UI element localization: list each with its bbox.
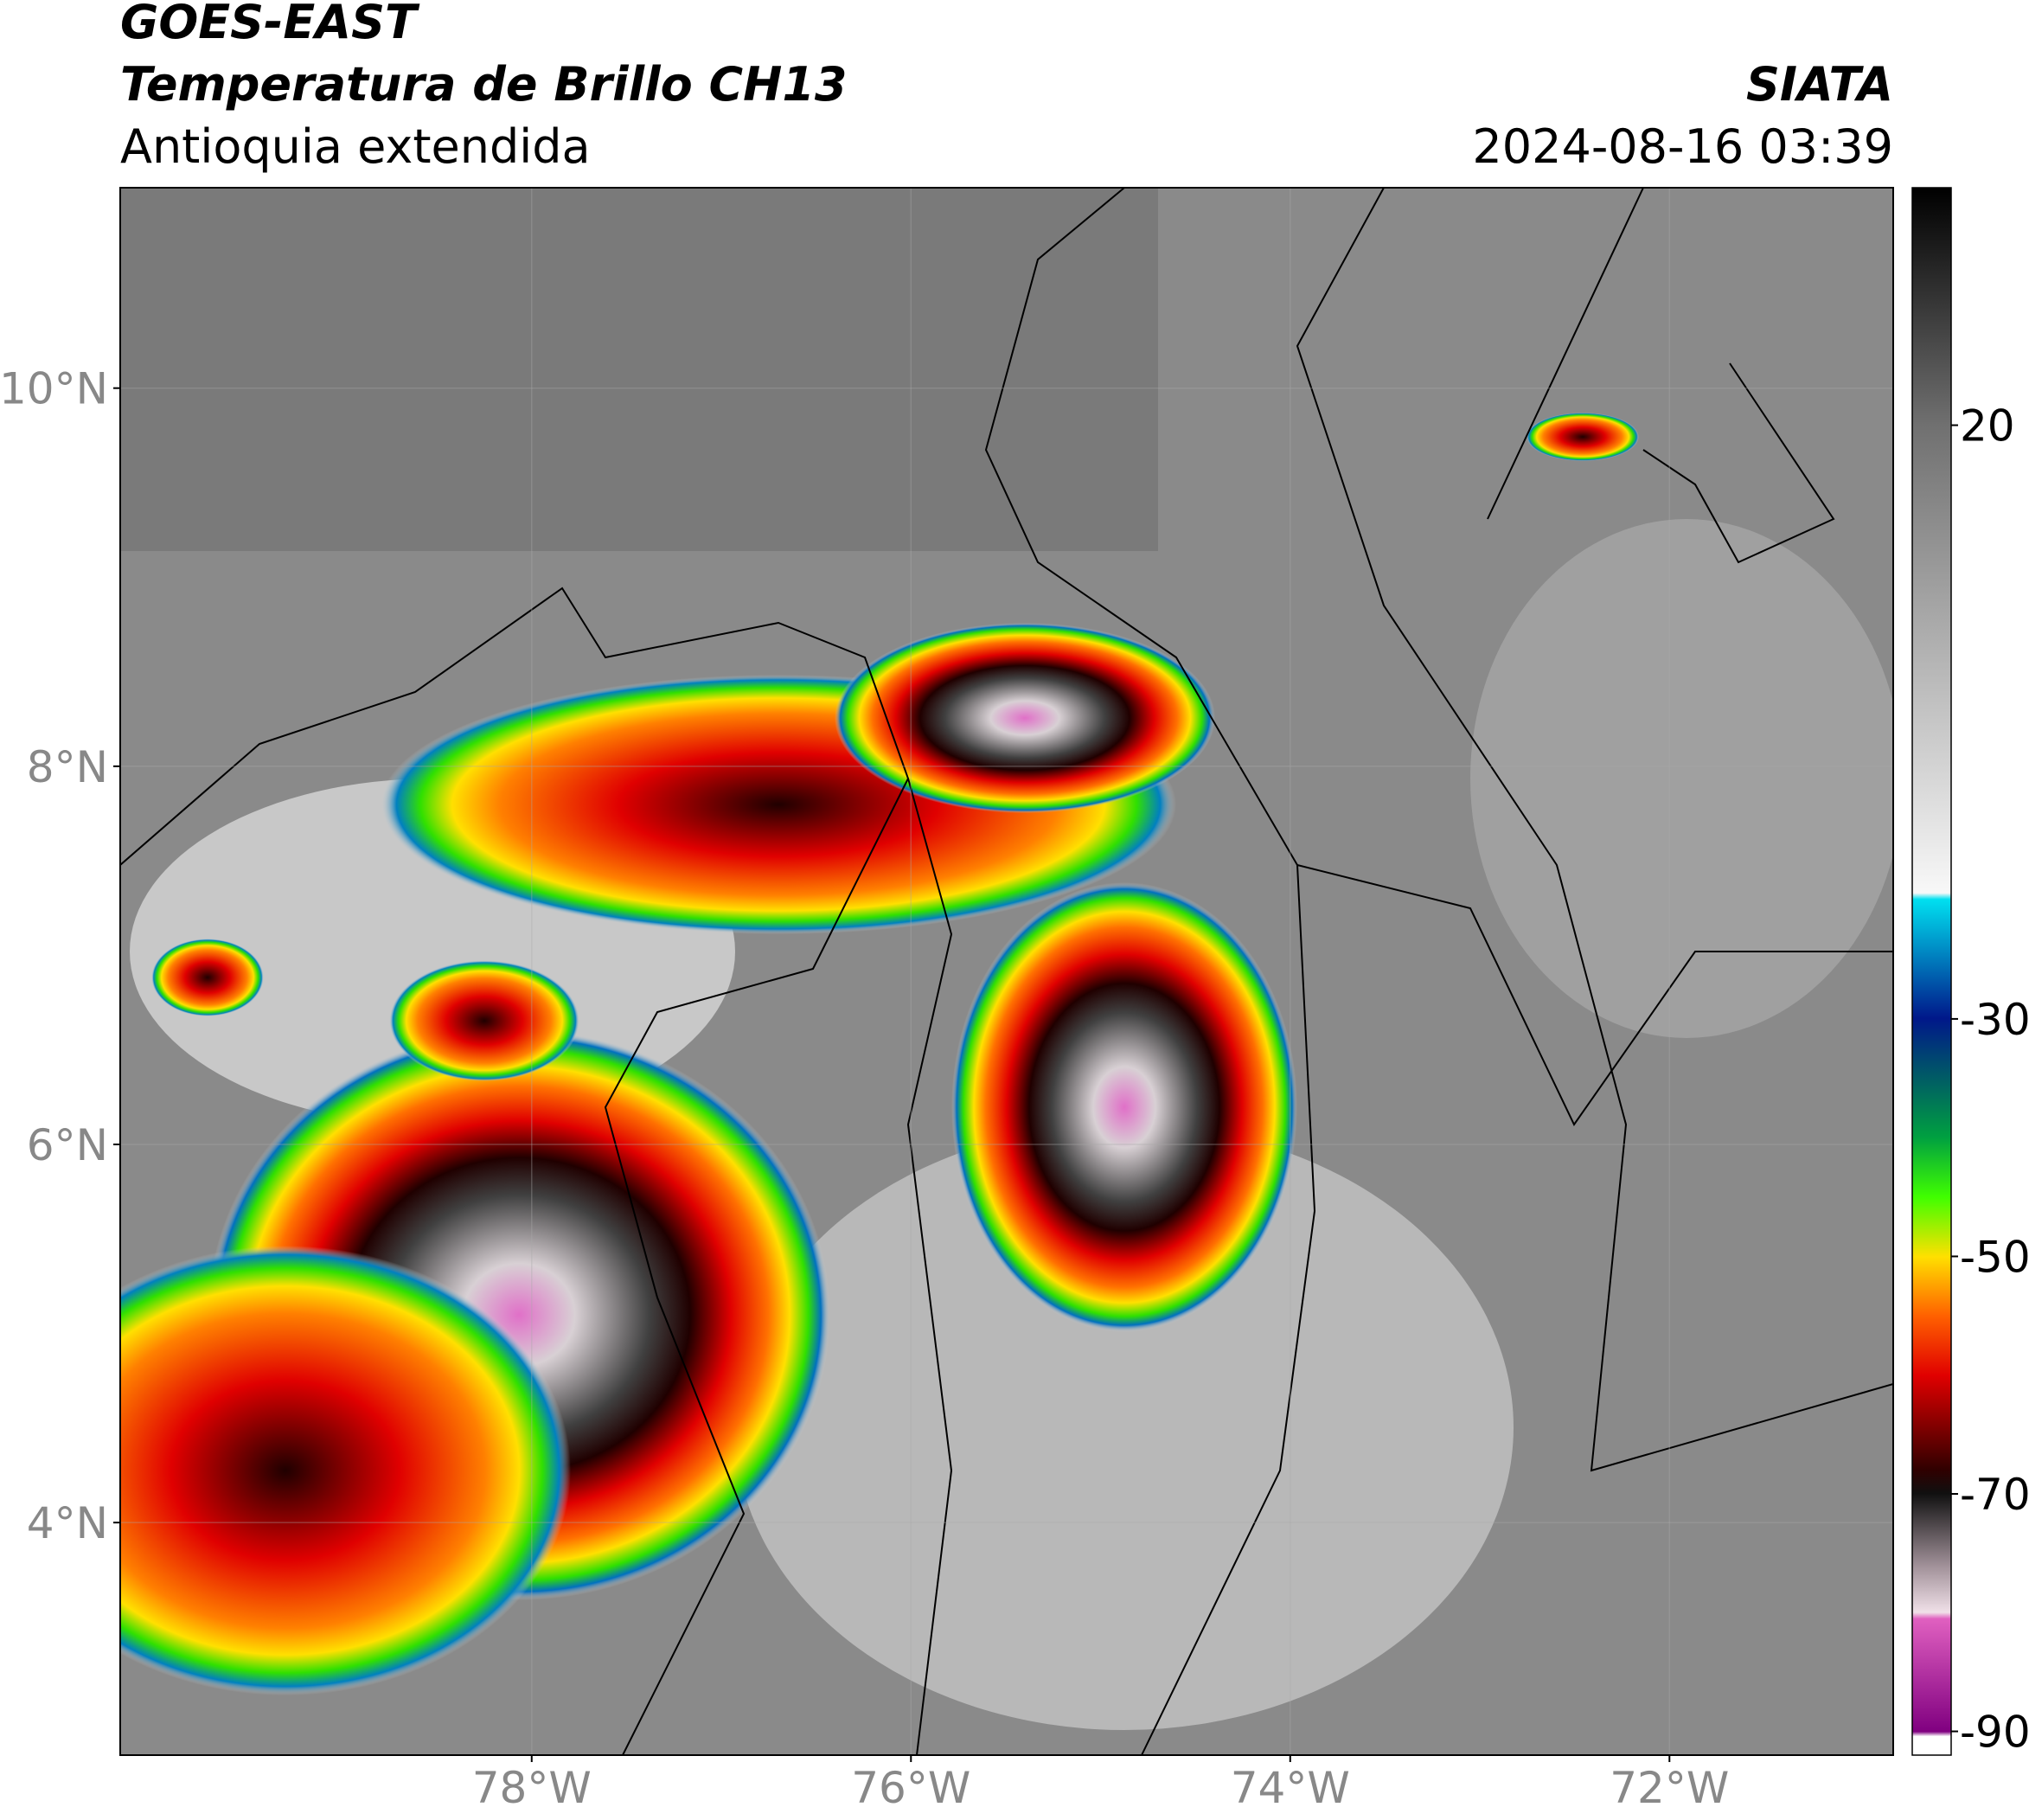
- dark-sea-region: [120, 188, 1158, 551]
- satellite-image: [120, 188, 1893, 1755]
- storm-cell: [951, 882, 1297, 1332]
- y-tick-label: 6°N: [27, 1120, 108, 1170]
- datetime-label: 2024-08-16 03:39: [1472, 119, 1893, 174]
- agency-label: SIATA: [1746, 57, 1893, 112]
- y-tick-label: 4°N: [27, 1498, 108, 1548]
- y-tick-label: 10°N: [0, 364, 108, 414]
- light-cloud: [1470, 519, 1893, 1038]
- cloud-cell: [1527, 413, 1639, 461]
- y-tick-label: 8°N: [27, 742, 108, 792]
- colorbar-tick-label: -70: [1960, 1470, 2029, 1520]
- light-cloud: [735, 1125, 1514, 1730]
- cloud-cell: [389, 960, 579, 1081]
- satellite-title: GOES-EAST: [120, 0, 420, 49]
- colorbar-tick-label: 20: [1960, 401, 2015, 452]
- region-subtitle: Antioquia extendida: [120, 119, 591, 174]
- x-tick-label: 78°W: [472, 1763, 592, 1813]
- colorbar-tick-label: -50: [1960, 1232, 2029, 1282]
- x-tick-label: 76°W: [851, 1763, 970, 1813]
- product-title: Temperatura de Brillo CH13: [120, 57, 848, 112]
- storm-cell: [835, 623, 1215, 813]
- colorbar-tick-label: -90: [1960, 1708, 2029, 1758]
- plot-frame: [119, 187, 1894, 1756]
- boundaries: [120, 188, 1893, 1755]
- cloud-cell: [120, 1246, 571, 1695]
- graticule: [120, 188, 1893, 1755]
- x-tick-label: 74°W: [1231, 1763, 1350, 1813]
- cloud-cell: [151, 939, 264, 1016]
- colorbar: [1911, 187, 1952, 1756]
- colorbar-tick-label: -30: [1960, 995, 2029, 1045]
- x-tick-label: 72°W: [1610, 1763, 1729, 1813]
